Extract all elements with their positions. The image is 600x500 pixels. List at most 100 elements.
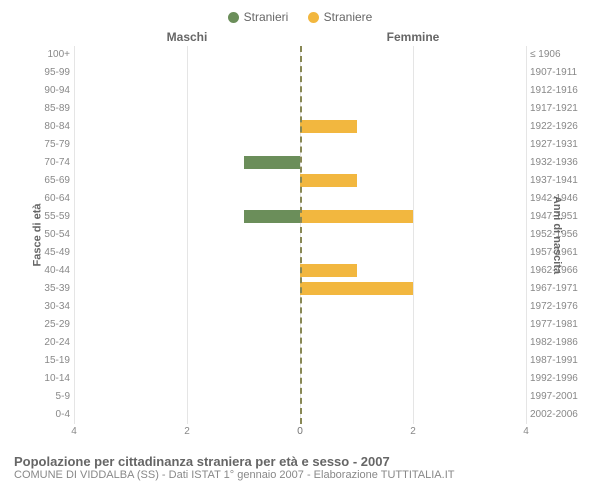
age-label: 80-84: [10, 118, 74, 136]
plot-area: Fasce di età 100+95-9990-9485-8980-8475-…: [10, 46, 590, 424]
x-tick: 4: [523, 426, 529, 437]
legend-female: Straniere: [308, 10, 373, 24]
bars-female: [300, 46, 526, 424]
birth-label: 1922-1926: [526, 118, 590, 136]
bar-row: [300, 334, 526, 352]
bar-row: [300, 46, 526, 64]
bar-row: [300, 298, 526, 316]
age-label: 20-24: [10, 334, 74, 352]
bar-row: [300, 244, 526, 262]
bar-row: [74, 406, 300, 424]
birth-label: ≤ 1906: [526, 46, 590, 64]
bar-row: [74, 154, 300, 172]
age-label: 25-29: [10, 316, 74, 334]
birth-label: 1932-1936: [526, 154, 590, 172]
header-female: Femmine: [300, 30, 526, 44]
legend-male-swatch: [228, 12, 239, 23]
bar-row: [300, 64, 526, 82]
birth-label: 1937-1941: [526, 172, 590, 190]
bar-row: [74, 208, 300, 226]
birth-label: 1977-1981: [526, 316, 590, 334]
legend-female-label: Straniere: [324, 10, 373, 24]
birth-label: 1912-1916: [526, 82, 590, 100]
birth-label: 2002-2006: [526, 406, 590, 424]
legend-male-label: Stranieri: [244, 10, 289, 24]
birth-label: 1992-1996: [526, 370, 590, 388]
age-label: 30-34: [10, 298, 74, 316]
bar-female: [300, 282, 413, 295]
bar-row: [300, 406, 526, 424]
age-label: 75-79: [10, 136, 74, 154]
age-label: 90-94: [10, 82, 74, 100]
bar-row: [300, 388, 526, 406]
age-label: 70-74: [10, 154, 74, 172]
bar-row: [300, 208, 526, 226]
bar-row: [74, 280, 300, 298]
bar-row: [300, 190, 526, 208]
birth-label: 1982-1986: [526, 334, 590, 352]
legend-female-swatch: [308, 12, 319, 23]
legend-male: Stranieri: [228, 10, 289, 24]
x-tick: 0: [297, 426, 303, 437]
bar-female: [300, 210, 413, 223]
bar-female: [300, 174, 357, 187]
bar-row: [74, 82, 300, 100]
age-label: 100+: [10, 46, 74, 64]
bar-row: [300, 370, 526, 388]
column-headers: Maschi Femmine: [10, 30, 590, 44]
age-label: 10-14: [10, 370, 74, 388]
birth-label: 1917-1921: [526, 100, 590, 118]
bar-row: [74, 388, 300, 406]
bar-row: [74, 100, 300, 118]
bar-row: [74, 172, 300, 190]
age-label: 85-89: [10, 100, 74, 118]
bar-row: [74, 64, 300, 82]
birth-label: 1972-1976: [526, 298, 590, 316]
bar-row: [74, 262, 300, 280]
bar-row: [74, 190, 300, 208]
bar-row: [300, 262, 526, 280]
bar-row: [74, 316, 300, 334]
population-pyramid-chart: Stranieri Straniere Maschi Femmine Fasce…: [0, 0, 600, 500]
y-axis-title-right: Anni di nascita: [551, 195, 563, 273]
birth-label: 1927-1931: [526, 136, 590, 154]
age-label: 0-4: [10, 406, 74, 424]
header-male: Maschi: [74, 30, 300, 44]
bar-row: [300, 136, 526, 154]
x-ticks-female: 0 2 4: [300, 426, 526, 442]
bar-male: [244, 156, 301, 169]
bars-area: [74, 46, 526, 424]
bar-row: [300, 154, 526, 172]
bar-row: [300, 352, 526, 370]
birth-label: 1907-1911: [526, 64, 590, 82]
bar-female: [300, 264, 357, 277]
bar-row: [300, 82, 526, 100]
bar-row: [300, 280, 526, 298]
bar-row: [74, 118, 300, 136]
bars-male: [74, 46, 300, 424]
bar-row: [74, 370, 300, 388]
birth-label: 1967-1971: [526, 280, 590, 298]
bar-row: [74, 46, 300, 64]
bar-row: [74, 298, 300, 316]
age-label: 15-19: [10, 352, 74, 370]
bar-male: [244, 210, 301, 223]
caption: Popolazione per cittadinanza straniera p…: [10, 454, 590, 481]
bar-row: [74, 334, 300, 352]
bar-female: [300, 120, 357, 133]
y-axis-title-left: Fasce di età: [31, 203, 43, 266]
x-axis: 024 024: [10, 426, 590, 442]
x-tick: 4: [71, 426, 77, 437]
bar-row: [74, 136, 300, 154]
x-ticks-male: 024: [74, 426, 300, 442]
x-tick: 2: [410, 426, 416, 437]
birth-label: 1997-2001: [526, 388, 590, 406]
bar-row: [74, 352, 300, 370]
bar-row: [74, 244, 300, 262]
birth-label: 1987-1991: [526, 352, 590, 370]
bar-row: [300, 226, 526, 244]
bar-row: [300, 172, 526, 190]
caption-title: Popolazione per cittadinanza straniera p…: [14, 454, 586, 469]
age-label: 35-39: [10, 280, 74, 298]
bar-row: [300, 316, 526, 334]
